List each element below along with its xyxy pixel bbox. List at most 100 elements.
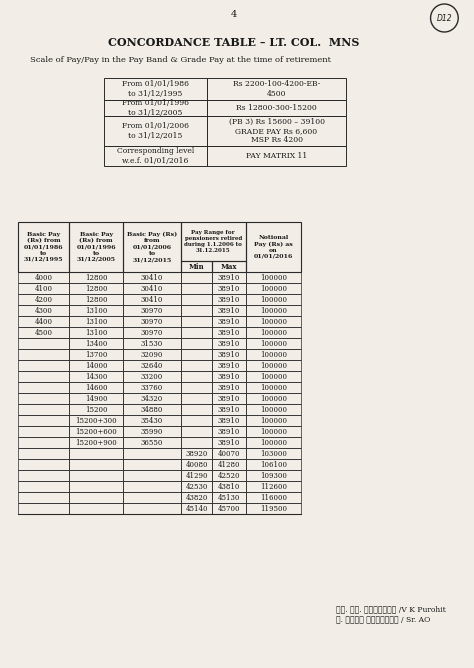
Text: Notional
Pay (Rs) as
on
01/01/2016: Notional Pay (Rs) as on 01/01/2016 — [254, 235, 293, 259]
Bar — [208, 100, 346, 116]
Bar — [212, 327, 246, 338]
Bar — [69, 382, 123, 393]
Bar — [104, 146, 208, 166]
Bar — [181, 503, 212, 514]
Text: 100000: 100000 — [260, 285, 287, 293]
Text: 100000: 100000 — [260, 417, 287, 424]
Bar — [18, 415, 69, 426]
Bar — [69, 327, 123, 338]
Text: 13100: 13100 — [85, 317, 108, 325]
Bar — [181, 294, 212, 305]
Bar — [181, 481, 212, 492]
Bar — [212, 404, 246, 415]
Text: 38910: 38910 — [218, 295, 240, 303]
Bar — [246, 448, 301, 459]
Text: 100000: 100000 — [260, 395, 287, 403]
Bar — [212, 371, 246, 382]
Text: 12800: 12800 — [85, 295, 108, 303]
Bar — [212, 349, 246, 360]
Bar — [123, 415, 181, 426]
Text: CONCORDANCE TABLE – LT. COL.  MNS: CONCORDANCE TABLE – LT. COL. MNS — [109, 37, 360, 47]
Bar — [212, 415, 246, 426]
Bar — [18, 437, 69, 448]
Text: Corresponding level
w.e.f. 01/01/2016: Corresponding level w.e.f. 01/01/2016 — [117, 148, 194, 164]
Bar — [212, 382, 246, 393]
Text: 41290: 41290 — [185, 472, 208, 480]
Bar — [123, 481, 181, 492]
Bar — [212, 470, 246, 481]
Text: 38910: 38910 — [218, 317, 240, 325]
Text: 40080: 40080 — [185, 460, 208, 468]
Bar — [69, 448, 123, 459]
Bar — [18, 426, 69, 437]
Bar — [246, 327, 301, 338]
Text: 35990: 35990 — [141, 428, 163, 436]
Text: 15200+300: 15200+300 — [75, 417, 117, 424]
Bar — [18, 327, 69, 338]
Bar — [18, 404, 69, 415]
Text: 38910: 38910 — [218, 351, 240, 359]
Bar — [212, 448, 246, 459]
Bar — [18, 448, 69, 459]
Bar — [104, 116, 208, 146]
Text: 100000: 100000 — [260, 339, 287, 347]
Text: 4: 4 — [231, 9, 237, 19]
Text: 38910: 38910 — [218, 428, 240, 436]
Text: 13700: 13700 — [85, 351, 108, 359]
Bar — [246, 382, 301, 393]
Text: 38920: 38920 — [185, 450, 208, 458]
Text: PAY MATRIX 11: PAY MATRIX 11 — [246, 152, 307, 160]
Text: 38910: 38910 — [218, 339, 240, 347]
Bar — [18, 338, 69, 349]
Text: 100000: 100000 — [260, 307, 287, 315]
Text: Basic Pay (Rs)
from
01/01/2006
to
31/12/2015: Basic Pay (Rs) from 01/01/2006 to 31/12/… — [127, 232, 177, 262]
Bar — [246, 470, 301, 481]
Bar — [69, 222, 123, 272]
Bar — [69, 371, 123, 382]
Bar — [123, 316, 181, 327]
Bar — [181, 272, 212, 283]
Bar — [123, 305, 181, 316]
Bar — [246, 404, 301, 415]
Text: 38910: 38910 — [218, 395, 240, 403]
Bar — [104, 100, 208, 116]
Bar — [69, 283, 123, 294]
Bar — [246, 222, 301, 272]
Bar — [69, 349, 123, 360]
Text: 100000: 100000 — [260, 383, 287, 391]
Bar — [18, 222, 69, 272]
Bar — [246, 305, 301, 316]
Bar — [123, 448, 181, 459]
Bar — [123, 294, 181, 305]
Text: 100000: 100000 — [260, 361, 287, 369]
Text: 13100: 13100 — [85, 329, 108, 337]
Bar — [181, 415, 212, 426]
Text: 36550: 36550 — [141, 438, 163, 446]
Bar — [181, 492, 212, 503]
Text: Scale of Pay/Pay in the Pay Band & Grade Pay at the time of retirement: Scale of Pay/Pay in the Pay Band & Grade… — [30, 56, 331, 64]
Bar — [69, 470, 123, 481]
Text: 4000: 4000 — [35, 273, 53, 281]
Text: 15200+900: 15200+900 — [75, 438, 117, 446]
Text: 42520: 42520 — [218, 472, 240, 480]
Bar — [246, 393, 301, 404]
Bar — [104, 78, 208, 100]
Bar — [69, 459, 123, 470]
Text: 100000: 100000 — [260, 317, 287, 325]
Bar — [123, 459, 181, 470]
Bar — [123, 349, 181, 360]
Text: 100000: 100000 — [260, 428, 287, 436]
Text: 12800: 12800 — [85, 285, 108, 293]
Bar — [181, 222, 246, 261]
Text: 14600: 14600 — [85, 383, 108, 391]
Bar — [208, 116, 346, 146]
Bar — [212, 261, 246, 272]
Text: 38910: 38910 — [218, 383, 240, 391]
Bar — [69, 305, 123, 316]
Text: 43820: 43820 — [185, 494, 208, 502]
Bar — [246, 481, 301, 492]
Bar — [181, 437, 212, 448]
Bar — [69, 360, 123, 371]
Text: Pay Range for
pensioners retired
during 1.1.2006 to
31.12.2015: Pay Range for pensioners retired during … — [184, 230, 242, 253]
Bar — [123, 283, 181, 294]
